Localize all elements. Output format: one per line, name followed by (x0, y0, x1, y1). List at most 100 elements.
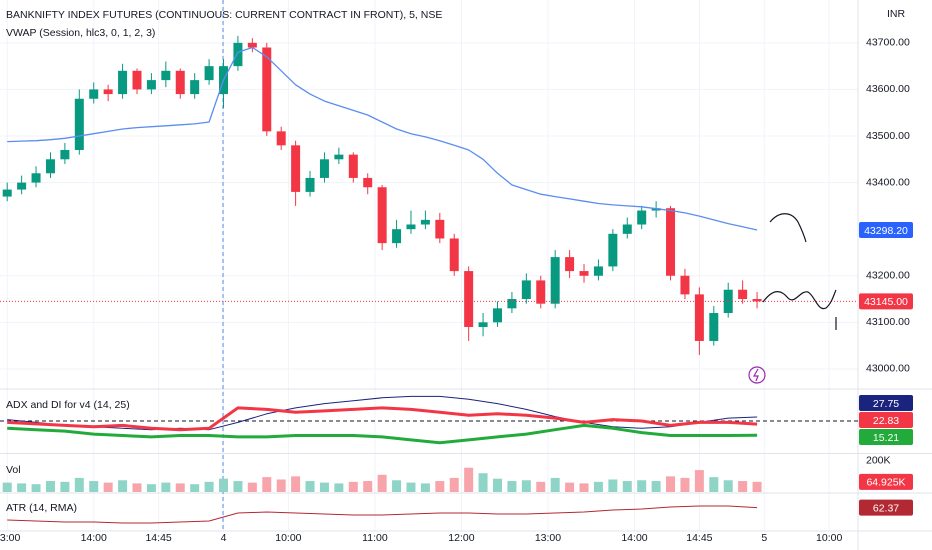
candle-body (550, 257, 560, 304)
volume-bar (507, 481, 517, 492)
price-tag-label: 27.75 (873, 398, 899, 410)
candle-body (204, 66, 214, 81)
volume-bar (478, 473, 488, 492)
volume-bar (132, 483, 142, 492)
candle-body (651, 208, 661, 211)
currency-label: INR (887, 8, 906, 20)
candle-body (334, 154, 344, 160)
candle-body (146, 80, 156, 90)
volume-bar (118, 480, 128, 492)
candle-body (478, 322, 488, 327)
candle-body (449, 238, 459, 272)
x-tick-label: 11:00 (362, 532, 388, 544)
candle-body (536, 280, 546, 304)
candle-body (2, 189, 12, 197)
drawing (769, 213, 807, 243)
indicator-title: ATR (14, RMA) (6, 502, 77, 514)
candle-body (608, 233, 618, 267)
series-line (7, 46, 758, 231)
volume-bar (651, 481, 661, 492)
candle-body (507, 299, 517, 309)
volume-bar (579, 483, 589, 492)
volume-bar (680, 477, 690, 492)
candle-body (392, 229, 402, 244)
candle-body (45, 159, 55, 174)
price-tag (859, 395, 913, 411)
indicator-title: ADX and DI for v4 (14, 25) (6, 399, 130, 411)
volume-bar (406, 482, 416, 492)
series-line (7, 505, 758, 524)
candle-body (319, 159, 329, 178)
price-tag (859, 222, 913, 239)
volume-bar (190, 484, 200, 492)
series-line (7, 406, 758, 432)
candle-body (103, 89, 113, 95)
candle-body (161, 70, 171, 81)
volume-bar (103, 482, 113, 492)
candle-body (348, 154, 358, 178)
candle-body (622, 224, 632, 234)
volume-bar (637, 480, 647, 492)
candle-body (738, 289, 748, 300)
event-icon[interactable] (748, 366, 766, 384)
y-tick-label: 43600.00 (866, 83, 910, 95)
x-tick-label: 14:00 (621, 532, 647, 544)
volume-bar (17, 483, 27, 492)
x-tick-label: 10:00 (816, 532, 842, 544)
volume-bar (464, 467, 474, 492)
volume-bar (622, 481, 632, 492)
candle-body (709, 313, 719, 341)
volume-bar (60, 481, 70, 492)
candle-body (363, 177, 373, 188)
y-tick-label: 43700.00 (866, 37, 910, 49)
candle-body (74, 98, 84, 150)
volume-bar (492, 478, 502, 492)
volume-bar (536, 481, 546, 492)
volume-bar (550, 477, 560, 492)
x-tick-label: 13:00 (535, 532, 561, 544)
volume-bar (262, 477, 272, 492)
candle-body (637, 210, 647, 225)
candle-body (492, 308, 502, 323)
candle-body (420, 219, 430, 225)
series-line (7, 395, 758, 431)
volume-bar (449, 477, 459, 492)
price-tag (859, 499, 913, 516)
x-tick-label: 5 (761, 532, 767, 544)
x-tick-label: 10:00 (275, 532, 301, 544)
volume-bar (666, 476, 676, 492)
x-tick-label: 13:00 (0, 532, 21, 544)
y-tick-label: 43400.00 (866, 176, 910, 188)
volume-bar (219, 478, 229, 492)
candle-body (175, 70, 185, 95)
price-tag (859, 473, 913, 490)
price-tag (859, 293, 913, 310)
candle-body (680, 275, 690, 295)
volume-bar (694, 470, 704, 492)
volume-bar (2, 482, 12, 492)
volume-bar (45, 481, 55, 492)
volume-bar (233, 481, 243, 492)
volume-bar (709, 477, 719, 492)
candle-body (435, 219, 445, 239)
volume-bar (334, 483, 344, 492)
candle-body (60, 149, 70, 160)
volume-bar (175, 483, 185, 492)
candle-body (752, 299, 762, 302)
x-tick-label: 4 (221, 532, 227, 544)
volume-bar (276, 479, 286, 492)
volume-bar (723, 480, 733, 492)
candle-body (579, 271, 589, 276)
price-tag-label: 22.83 (873, 415, 899, 427)
volume-bar (74, 477, 84, 492)
candle-body (247, 42, 257, 48)
candle-body (291, 145, 301, 192)
x-tick-label: 14:45 (686, 532, 712, 544)
volume-bar (291, 476, 301, 492)
volume-bar (363, 481, 373, 492)
volume-bar (565, 482, 575, 492)
candle-body (723, 289, 733, 314)
price-tag-label: 43145.00 (864, 296, 908, 308)
candle-body (89, 89, 99, 99)
volume-bar (377, 474, 387, 492)
